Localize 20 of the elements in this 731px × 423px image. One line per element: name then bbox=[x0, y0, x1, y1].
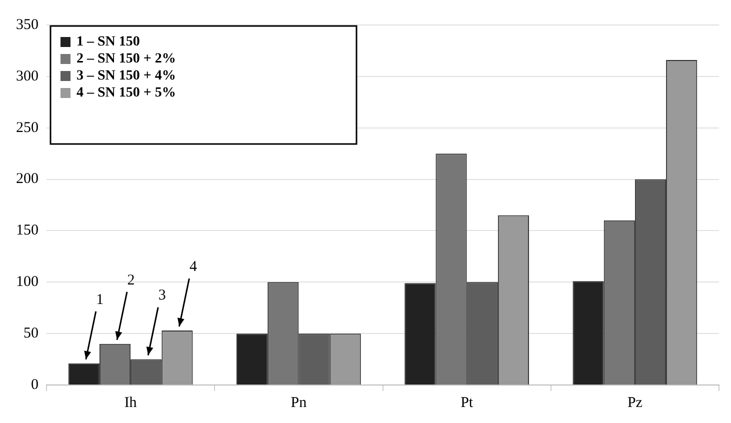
y-tick-label: 300 bbox=[16, 68, 38, 84]
y-tick-label: 100 bbox=[16, 274, 38, 290]
x-tick-label: Pt bbox=[460, 394, 474, 411]
annotation: 3 bbox=[158, 288, 166, 304]
y-tick-label: 250 bbox=[16, 120, 38, 136]
legend-label: 1 – SN 150 bbox=[76, 34, 140, 50]
annotation: 2 bbox=[127, 272, 135, 288]
x-tick-label: Pz bbox=[627, 394, 643, 411]
y-tick-label: 50 bbox=[24, 326, 38, 342]
annotation: 1 bbox=[96, 292, 104, 308]
y-tick-label: 200 bbox=[16, 171, 38, 188]
legend-label: 2 – SN 150 + 2% bbox=[76, 52, 176, 67]
y-tick-label: 150 bbox=[16, 222, 38, 239]
annotation: 4 bbox=[189, 258, 198, 275]
x-tick-label: Ih bbox=[124, 394, 138, 411]
legend-label: 4 – SN 150 + 5% bbox=[76, 86, 176, 101]
y-tick-label: 0 bbox=[31, 376, 38, 393]
y-tick-label: 350 bbox=[16, 16, 38, 33]
legend-label: 3 – SN 150 + 4% bbox=[76, 68, 176, 84]
x-tick-label: Pn bbox=[290, 394, 308, 411]
